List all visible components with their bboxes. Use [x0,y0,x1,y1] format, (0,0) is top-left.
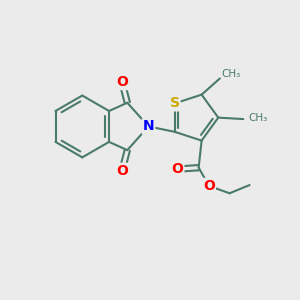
Text: O: O [172,162,183,176]
Text: S: S [169,96,180,110]
Text: CH₃: CH₃ [249,112,268,123]
Text: O: O [116,75,128,89]
Text: O: O [203,179,215,193]
Text: O: O [116,164,128,178]
Text: N: N [143,119,154,134]
Text: CH₃: CH₃ [221,69,241,79]
